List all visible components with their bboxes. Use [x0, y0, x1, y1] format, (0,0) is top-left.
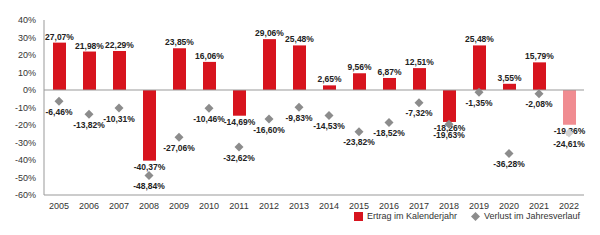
svg-text:2011: 2011 — [229, 201, 248, 211]
svg-text:2017: 2017 — [409, 201, 429, 211]
svg-text:-10,31%: -10,31% — [103, 114, 135, 124]
svg-text:-30%: -30% — [15, 138, 36, 148]
svg-text:40%: 40% — [18, 15, 36, 25]
svg-text:29,06%: 29,06% — [255, 28, 284, 38]
html-text:Verlust im Jahresverlauf: Verlust im Jahresverlauf — [484, 211, 580, 221]
svg-text:-6,46%: -6,46% — [46, 107, 73, 117]
svg-text:-19,86%: -19,86% — [553, 125, 586, 136]
svg-text:-24,61%: -24,61% — [553, 139, 585, 149]
svg-text:6,87%: 6,87% — [377, 67, 402, 77]
svg-text:2018: 2018 — [439, 201, 459, 211]
svg-text:-14,53%: -14,53% — [313, 121, 345, 131]
svg-text:-18,52%: -18,52% — [373, 128, 405, 138]
svg-text:2013: 2013 — [289, 201, 309, 211]
svg-text:-48,84%: -48,84% — [133, 181, 165, 191]
svg-text:27,07%: 27,07% — [45, 32, 74, 42]
svg-text:25,48%: 25,48% — [285, 34, 314, 44]
svg-text:3,55%: 3,55% — [497, 73, 522, 83]
svg-text:-13,82%: -13,82% — [73, 120, 105, 130]
svg-text:-10,46%: -10,46% — [193, 114, 225, 124]
svg-text:-10%: -10% — [15, 103, 36, 113]
svg-text:-36,28%: -36,28% — [493, 159, 525, 169]
svg-text:-40%: -40% — [15, 155, 36, 165]
svg-text:-19,63%: -19,63% — [433, 130, 465, 140]
svg-text:-20%: -20% — [15, 120, 36, 130]
svg-text:21,98%: 21,98% — [75, 41, 104, 51]
svg-text:-2,08%: -2,08% — [526, 99, 553, 109]
svg-text:9,56%: 9,56% — [347, 62, 372, 72]
svg-text:16,06%: 16,06% — [195, 51, 224, 61]
svg-text:-40,37%: -40,37% — [134, 162, 166, 172]
svg-text:2015: 2015 — [349, 201, 369, 211]
svg-text:-7,32%: -7,32% — [406, 108, 433, 118]
svg-text:-9,83%: -9,83% — [286, 113, 313, 123]
svg-text:2022: 2022 — [559, 201, 579, 211]
svg-text:10%: 10% — [18, 68, 36, 78]
svg-text:2019: 2019 — [469, 201, 489, 211]
svg-text:25,48%: 25,48% — [465, 34, 494, 44]
svg-text:-14,69%: -14,69% — [224, 117, 256, 127]
svg-text:2010: 2010 — [199, 201, 219, 211]
svg-text:-60%: -60% — [15, 190, 36, 200]
svg-text:12,51%: 12,51% — [405, 57, 434, 67]
svg-text:-16,60%: -16,60% — [253, 125, 285, 135]
svg-text:2020: 2020 — [499, 201, 519, 211]
svg-text:22,29%: 22,29% — [105, 40, 134, 50]
svg-text:2008: 2008 — [139, 201, 159, 211]
svg-text:2005: 2005 — [49, 201, 69, 211]
svg-text:2009: 2009 — [169, 201, 189, 211]
svg-text:-27,06%: -27,06% — [163, 143, 195, 153]
svg-text:20%: 20% — [18, 50, 36, 60]
svg-text:-23,82%: -23,82% — [343, 137, 375, 147]
svg-text:2006: 2006 — [79, 201, 99, 211]
svg-text:2012: 2012 — [259, 201, 279, 211]
svg-text:2014: 2014 — [319, 201, 339, 211]
svg-text:-32,62%: -32,62% — [223, 153, 255, 163]
svg-text:-1,35%: -1,35% — [466, 98, 493, 108]
svg-text:2016: 2016 — [379, 201, 399, 211]
svg-text:-50%: -50% — [15, 173, 36, 183]
svg-text:15,79%: 15,79% — [525, 51, 554, 61]
svg-text:23,85%: 23,85% — [165, 37, 194, 47]
svg-text:2007: 2007 — [109, 201, 129, 211]
svg-text:2,65%: 2,65% — [317, 74, 342, 84]
svg-text:30%: 30% — [18, 33, 36, 43]
svg-text:0%: 0% — [23, 85, 36, 95]
svg-text:2021: 2021 — [529, 201, 549, 211]
html-text:Ertrag im Kalenderjahr: Ertrag im Kalenderjahr — [366, 211, 457, 221]
